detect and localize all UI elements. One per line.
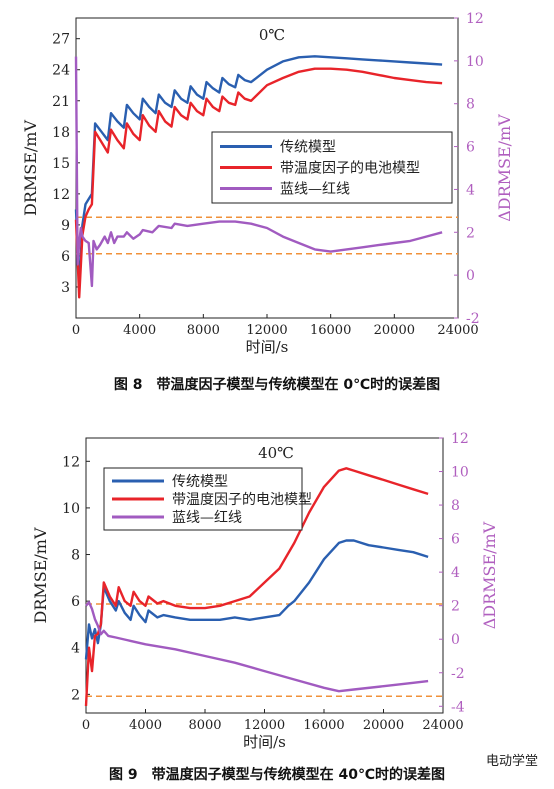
x-tick-label: 12000: [244, 718, 285, 733]
y2-tick-label: 12: [466, 11, 484, 27]
y2-tick-label: 2: [466, 225, 475, 241]
y2-tick-label: 2: [451, 599, 460, 615]
figure-8-caption: 图 8 带温度因子模型与传统模型在 0℃时的误差图: [113, 377, 441, 393]
y2-tick-label: -4: [451, 699, 465, 715]
y-tick-label: 8: [71, 548, 80, 564]
legend-label-1: 传统模型: [172, 474, 228, 490]
y2-tick-label: -2: [466, 311, 480, 327]
x-tick-label: 20000: [363, 718, 404, 733]
temperature-annotation: 0℃: [259, 26, 285, 44]
x-axis-label: 时间/s: [243, 733, 286, 751]
x-tick-label: 24000: [422, 718, 463, 733]
y-tick-label: 12: [52, 187, 70, 203]
y-tick-label: 2: [71, 687, 80, 703]
series-line-3: [74, 56, 443, 288]
y2-tick-label: 10: [451, 465, 469, 481]
legend-label-2: 带温度因子的电池模型: [280, 161, 420, 177]
x-tick-label: 12000: [246, 323, 287, 338]
series-line-1: [84, 539, 429, 660]
y2-axis-label: ΔDRMSE/mV: [480, 521, 499, 629]
legend-label-2: 带温度因子的电池模型: [172, 492, 312, 508]
y2-tick-label: 8: [451, 498, 460, 514]
chart-40c: 0 4000 8000 12000 16000 20000 24000 2 4 6 8 10 12 -4 -…: [31, 431, 499, 751]
y-tick-label: 3: [61, 280, 70, 296]
y2-tick-label: 0: [466, 268, 475, 284]
x-tick-label: 16000: [310, 323, 351, 338]
x-tick-label: 8000: [188, 718, 221, 733]
y-tick-label: 18: [52, 125, 70, 141]
y-tick-label: 6: [61, 249, 70, 265]
y-tick-label: 6: [71, 594, 80, 610]
legend-label-1: 传统模型: [280, 140, 336, 156]
y2-tick-label: 6: [466, 140, 475, 156]
y2-tick-label: 10: [466, 54, 484, 70]
temperature-annotation: 40℃: [258, 444, 294, 462]
y-axis-label: DRMSE/mV: [21, 120, 40, 216]
y-tick-label: 12: [62, 454, 80, 470]
chart-0c: 0 4000 8000 12000 16000 20000 2400036912151821…: [21, 11, 514, 356]
x-tick-label: 4000: [123, 323, 156, 338]
legend-label-3: 蓝线—红线: [172, 510, 242, 526]
y2-axis-label: ΔDRMSE/mV: [495, 114, 514, 222]
y2-tick-label: 4: [451, 565, 460, 581]
y2-tick-label: 8: [466, 97, 475, 113]
y2-tick-label: -2: [451, 666, 465, 682]
x-tick-label: 4000: [129, 718, 162, 733]
series-line-2: [74, 67, 443, 299]
y-tick-label: 15: [52, 156, 70, 172]
y2-tick-label: 6: [451, 532, 460, 548]
y-tick-label: 9: [61, 218, 70, 234]
watermark: 电动学堂: [485, 754, 538, 769]
y-tick-label: 24: [52, 63, 70, 79]
series-line-2: [84, 467, 429, 707]
y-tick-label: 21: [52, 94, 70, 110]
x-tick-label: 8000: [187, 323, 220, 338]
series-line-3: [85, 601, 429, 693]
figure-9-caption: 图 9 带温度因子模型与传统模型在 40℃时的误差图: [109, 767, 445, 783]
y-tick-label: 4: [71, 641, 80, 657]
y-axis-label: DRMSE/mV: [31, 527, 50, 623]
y2-tick-label: 4: [466, 182, 475, 198]
y2-tick-label: 12: [451, 431, 469, 447]
x-tick-label: 0: [82, 718, 90, 733]
legend-label-3: 蓝线—红线: [280, 182, 350, 198]
x-tick-label: 16000: [303, 718, 344, 733]
x-tick-label: 24000: [437, 323, 478, 338]
x-axis-label: 时间/s: [246, 338, 289, 356]
y2-tick-label: 0: [451, 632, 460, 648]
series-line-1: [74, 55, 443, 289]
y-tick-label: 10: [62, 501, 80, 517]
y-tick-label: 27: [52, 32, 70, 48]
x-tick-label: 0: [72, 323, 80, 338]
x-tick-label: 20000: [374, 323, 415, 338]
